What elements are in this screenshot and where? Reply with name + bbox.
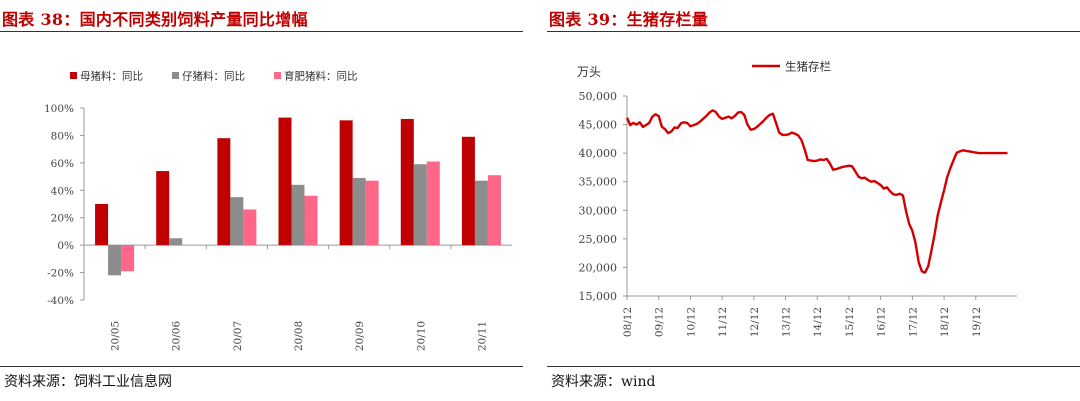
right-figure-panel: 图表 39：生猪存栏量 万头 生猪存栏 50,000 45,000 40,000 35,0…	[547, 0, 1080, 401]
y-tick-label: 100%	[44, 103, 74, 115]
x-tick-label: 16/12	[876, 307, 888, 337]
bar-20-05-s0	[95, 204, 109, 246]
y-tick-label: 50,000	[579, 90, 618, 103]
bar-20-10-s0	[400, 118, 414, 246]
x-category-label: 20/05	[110, 321, 122, 351]
y-tick-label: -40%	[47, 295, 74, 307]
x-tick-label: 19/12	[971, 307, 983, 337]
left-figure-title: 图表 38：国内不同类别饲料产量同比增幅	[2, 10, 308, 29]
x-tick-label: 17/12	[907, 307, 919, 337]
bar-20-05-s2	[121, 245, 135, 272]
x-category-label: 20/10	[415, 321, 427, 351]
bar-20-08-s1	[291, 184, 305, 246]
bar-20-08-s2	[304, 195, 318, 246]
bar-20-05-s1	[108, 245, 122, 276]
left-figure-panel: 图表 38：国内不同类别饲料产量同比增幅 母猪料：同比 仔猪料：同比 育肥猪料：同比…	[0, 0, 523, 401]
bar-20-07-s1	[230, 197, 244, 246]
bar-20-07-s2	[243, 209, 257, 246]
y-tick-label: 30,000	[579, 204, 618, 217]
x-category-label: 20/11	[476, 321, 488, 351]
y-tick-label: 60%	[51, 158, 74, 170]
bar-20-10-s2	[426, 161, 440, 246]
bar-20-08-s0	[278, 117, 292, 246]
x-category-label: 20/07	[232, 321, 244, 351]
bar-20-11-s0	[461, 136, 475, 246]
bar-20-09-s0	[339, 120, 353, 246]
bar-20-09-s1	[352, 177, 366, 246]
bar-20-09-s2	[365, 180, 379, 246]
bar-20-11-s1	[474, 180, 488, 246]
legend-label-1: 仔猪料：同比	[182, 70, 245, 83]
legend-label-2: 育肥猪料：同比	[284, 70, 358, 83]
y-tick-label: 40,000	[579, 147, 618, 160]
bar-20-06-s1	[169, 238, 183, 246]
right-figure-title: 图表 39：生猪存栏量	[549, 10, 709, 29]
left-source-rule	[0, 366, 523, 367]
right-source-note: 资料来源：wind	[551, 374, 656, 390]
x-category-label: 20/09	[354, 321, 366, 351]
legend-label: 生猪存栏	[785, 60, 831, 74]
y-tick-label: 0%	[57, 240, 74, 252]
y-tick-label: 20%	[51, 213, 74, 225]
bar-20-11-s2	[487, 175, 501, 246]
y-axis-unit-label: 万头	[577, 65, 601, 79]
x-tick-label: 13/12	[781, 307, 793, 337]
y-tick-label: 20,000	[579, 261, 618, 274]
line-chart: 万头 生猪存栏 50,000 45,000 40,000 35,000 30,000 25,0…	[577, 60, 1017, 337]
y-tick-label: -20%	[47, 268, 74, 280]
legend-swatch-0	[70, 72, 77, 79]
y-tick-label: 45,000	[579, 119, 618, 132]
right-source-rule	[547, 366, 1080, 367]
bar-20-06-s0	[156, 171, 170, 246]
x-tick-label: 15/12	[844, 307, 856, 337]
x-category-label: 20/06	[171, 321, 183, 352]
x-tick-label: 11/12	[717, 307, 729, 337]
bar-20-07-s0	[217, 138, 231, 246]
x-tick-label: 08/12	[622, 307, 634, 337]
x-tick-label: 10/12	[685, 307, 697, 337]
y-tick-label: 80%	[51, 130, 74, 142]
legend-swatch-1	[172, 72, 179, 79]
x-tick-label: 12/12	[749, 307, 761, 337]
left-title-rule	[0, 31, 523, 32]
x-tick-label: 14/12	[812, 307, 824, 337]
y-tick-label: 25,000	[579, 233, 618, 246]
left-source-note: 资料来源：饲料工业信息网	[4, 374, 172, 390]
bar-chart: 母猪料：同比 仔猪料：同比 育肥猪料：同比 100% 80% 60% 40% 20% 0% -20…	[44, 70, 512, 352]
x-category-label: 20/08	[293, 321, 305, 351]
x-tick-label: 09/12	[654, 307, 666, 337]
bar-20-10-s1	[413, 164, 427, 246]
right-title-rule	[547, 31, 1080, 32]
x-tick-label: 18/12	[939, 307, 951, 337]
y-tick-label: 40%	[51, 185, 74, 197]
legend-swatch-2	[274, 72, 281, 79]
legend-label-0: 母猪料：同比	[80, 70, 143, 83]
y-tick-label: 35,000	[579, 176, 618, 189]
y-tick-label: 15,000	[579, 290, 618, 303]
series-line-生猪存栏	[625, 109, 1008, 274]
